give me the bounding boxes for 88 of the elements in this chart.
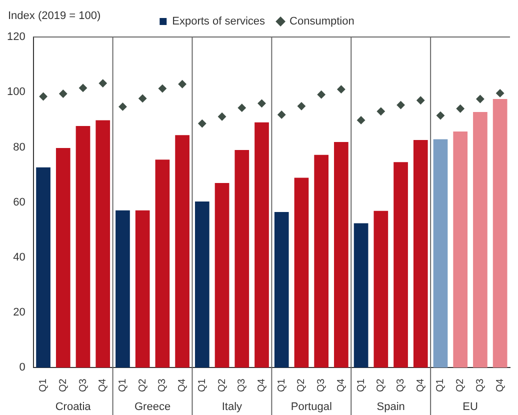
- point: [278, 110, 286, 119]
- point: [39, 92, 48, 101]
- bar: [433, 139, 448, 368]
- x-tick-label: Q1: [38, 378, 50, 392]
- point: [396, 101, 405, 110]
- bar: [294, 178, 309, 368]
- x-tick-label: Q3: [474, 378, 486, 392]
- x-tick-label: Q2: [137, 378, 148, 392]
- bar: [492, 99, 508, 368]
- x-tick-label: Q4: [177, 378, 188, 392]
- legend-label: Consumption: [290, 16, 354, 28]
- x-tick-label: Q1: [276, 378, 288, 392]
- y-tick-label: 20: [13, 306, 26, 319]
- text: EU: [462, 401, 478, 414]
- x-tick-label: Q1: [356, 378, 367, 392]
- x-tick-label: Q2: [376, 378, 387, 392]
- x-tick-label: Q4: [256, 378, 268, 392]
- x-tick-label: Q2: [455, 378, 466, 392]
- point: [198, 120, 206, 128]
- x-tick-label: Q1: [435, 378, 446, 392]
- x-tick-label: Q4: [494, 378, 506, 392]
- point: [218, 112, 226, 121]
- point: [376, 107, 385, 116]
- x-tick-label: Q2: [216, 378, 228, 392]
- bar: [155, 160, 170, 368]
- legend-label: Exports of services: [172, 16, 266, 28]
- text: Croatia: [55, 401, 92, 414]
- x-tick-label: Q3: [396, 378, 407, 392]
- bar: [76, 126, 90, 368]
- bar: [473, 112, 488, 368]
- bar: [374, 210, 388, 368]
- bar: [36, 167, 50, 368]
- x-tick-label: Q2: [296, 378, 308, 392]
- bar: [334, 142, 348, 368]
- y-tick-label: 60: [13, 196, 26, 208]
- bar: [116, 210, 130, 368]
- bar: [314, 154, 328, 368]
- y-tick-label: 120: [6, 31, 26, 44]
- x-tick-label: Q4: [415, 378, 426, 392]
- point: [456, 104, 464, 113]
- text: Spain: [376, 401, 405, 414]
- point: [436, 112, 444, 120]
- bar: [354, 223, 368, 368]
- x-tick-label: Q3: [157, 378, 168, 392]
- bar: [234, 150, 250, 368]
- y-tick-label: 0: [19, 362, 26, 374]
- bar: [96, 120, 110, 368]
- point: [337, 85, 346, 94]
- point: [297, 102, 306, 110]
- x-tick-label: Q1: [196, 378, 208, 392]
- x-tick-label: Q4: [336, 378, 347, 392]
- x-tick-label: Q3: [236, 378, 248, 392]
- bar: [194, 202, 210, 368]
- point: [79, 84, 88, 92]
- text: Greece: [134, 401, 171, 414]
- y-axis-title: Index (2019 = 100): [8, 10, 101, 22]
- x-tick-label: Q4: [98, 378, 109, 392]
- bar: [135, 210, 150, 368]
- x-tick-label: Q3: [316, 378, 328, 392]
- bar: [254, 122, 269, 368]
- x-tick-label: Q1: [117, 378, 128, 392]
- point: [258, 99, 266, 108]
- point: [476, 95, 484, 103]
- point: [317, 90, 326, 99]
- y-tick-label: 80: [13, 141, 26, 154]
- y-tick-label: 40: [13, 251, 26, 264]
- point: [178, 80, 186, 88]
- text: Portugal: [290, 401, 332, 414]
- point: [59, 90, 68, 98]
- point: [416, 96, 425, 104]
- text: Italy: [222, 401, 243, 414]
- y-tick-label: 100: [6, 86, 26, 98]
- point: [118, 102, 127, 111]
- point: [138, 94, 147, 102]
- point: [357, 116, 366, 124]
- bar: [56, 148, 70, 368]
- x-tick-label: Q3: [78, 378, 89, 392]
- bar: [274, 212, 289, 368]
- point: [158, 84, 166, 93]
- bar: [394, 162, 408, 368]
- bar: [413, 140, 428, 368]
- bar: [453, 132, 468, 368]
- bar: [175, 135, 190, 368]
- point: [496, 89, 504, 98]
- point: [98, 79, 107, 88]
- x-tick-label: Q2: [58, 378, 69, 392]
- bar: [214, 183, 230, 368]
- point: [238, 104, 246, 112]
